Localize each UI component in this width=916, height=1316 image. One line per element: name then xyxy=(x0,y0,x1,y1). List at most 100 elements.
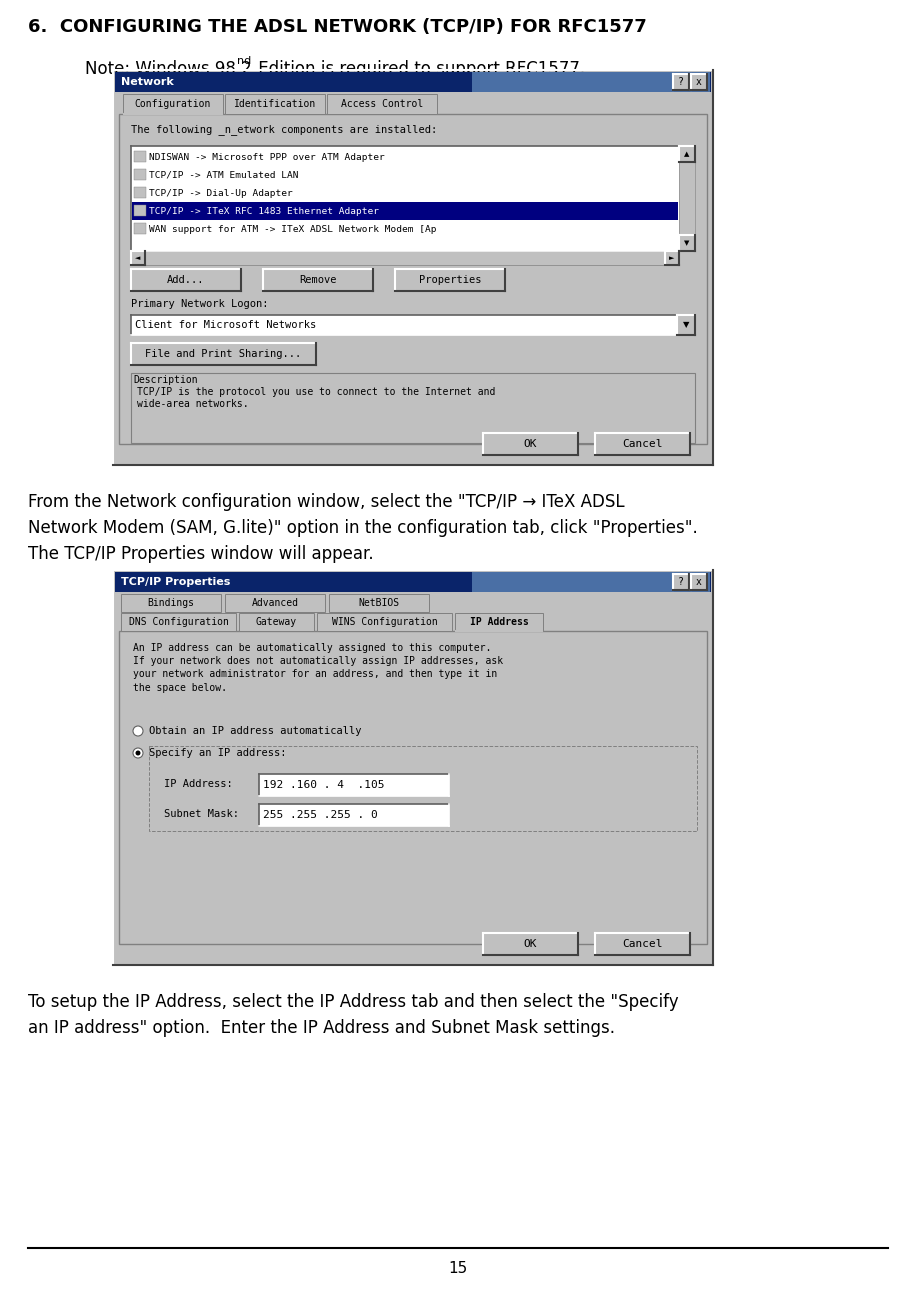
Bar xyxy=(239,613,314,630)
Bar xyxy=(113,570,713,965)
Text: DNS Configuration: DNS Configuration xyxy=(128,617,228,626)
Bar xyxy=(595,433,690,455)
Text: Properties: Properties xyxy=(419,275,481,286)
Bar xyxy=(472,572,710,592)
Bar xyxy=(263,268,373,291)
Text: Cancel: Cancel xyxy=(622,440,663,449)
Bar xyxy=(131,251,145,265)
Bar xyxy=(673,574,689,590)
Text: The following ̲n̲etwork components are installed:: The following ̲n̲etwork components are i… xyxy=(131,124,437,136)
Ellipse shape xyxy=(133,726,143,736)
Bar xyxy=(317,613,452,630)
Text: Edition is required to support RFC1577.: Edition is required to support RFC1577. xyxy=(253,61,585,78)
Text: Client for Microsoft Networks: Client for Microsoft Networks xyxy=(135,320,316,330)
Bar xyxy=(679,146,695,251)
Text: ▲: ▲ xyxy=(684,151,690,157)
Text: OK: OK xyxy=(524,440,538,449)
Text: TCP/IP is the protocol you use to connect to the Internet and
wide-area networks: TCP/IP is the protocol you use to connec… xyxy=(137,387,496,408)
Text: Network Modem (SAM, G.lite)" option in the configuration tab, click "Properties": Network Modem (SAM, G.lite)" option in t… xyxy=(28,519,698,537)
Text: Primary Network Logon:: Primary Network Logon: xyxy=(131,299,268,309)
Bar xyxy=(679,146,695,162)
Text: Network: Network xyxy=(121,78,174,87)
Bar xyxy=(119,114,707,443)
Text: x: x xyxy=(696,78,702,87)
Text: NDISWAN -> Microsoft PPP over ATM Adapter: NDISWAN -> Microsoft PPP over ATM Adapte… xyxy=(149,153,385,162)
Text: ▼: ▼ xyxy=(684,240,690,246)
Bar xyxy=(455,613,543,630)
Text: Add...: Add... xyxy=(168,275,205,286)
Bar xyxy=(113,70,713,465)
Text: 6.  CONFIGURING THE ADSL NETWORK (TCP/IP) FOR RFC1577: 6. CONFIGURING THE ADSL NETWORK (TCP/IP)… xyxy=(28,18,647,36)
Bar xyxy=(115,72,711,92)
Text: Identification: Identification xyxy=(234,99,316,109)
Bar xyxy=(691,574,707,590)
Bar xyxy=(129,640,697,715)
Text: Configuration: Configuration xyxy=(135,99,212,109)
Text: TCP/IP Properties: TCP/IP Properties xyxy=(121,576,231,587)
Bar xyxy=(121,613,236,630)
Bar xyxy=(327,93,437,114)
Bar xyxy=(134,151,146,162)
Text: 15: 15 xyxy=(448,1261,468,1277)
Bar xyxy=(225,93,325,114)
Text: IP Address: IP Address xyxy=(470,617,529,626)
Bar xyxy=(131,251,679,265)
Ellipse shape xyxy=(133,747,143,758)
Text: NetBIOS: NetBIOS xyxy=(358,597,399,608)
Bar xyxy=(595,933,690,955)
Text: TCP/IP -> ITeX RFC 1483 Ethernet Adapter: TCP/IP -> ITeX RFC 1483 Ethernet Adapter xyxy=(149,207,379,216)
Bar xyxy=(119,630,707,944)
Bar xyxy=(673,74,689,89)
Text: nd: nd xyxy=(237,57,251,66)
Bar xyxy=(131,315,695,336)
Text: An IP address can be automatically assigned to this computer.
If your network do: An IP address can be automatically assig… xyxy=(133,644,503,692)
Bar xyxy=(134,168,146,180)
Bar xyxy=(225,594,325,612)
Bar xyxy=(665,251,679,265)
Text: Access Control: Access Control xyxy=(341,99,423,109)
Bar xyxy=(132,201,678,220)
Bar xyxy=(472,72,710,92)
Text: To setup the IP Address, select the IP Address tab and then select the "Specify: To setup the IP Address, select the IP A… xyxy=(28,994,679,1011)
Text: an IP address" option.  Enter the IP Address and Subnet Mask settings.: an IP address" option. Enter the IP Addr… xyxy=(28,1019,615,1037)
Bar xyxy=(329,594,429,612)
Text: Cancel: Cancel xyxy=(622,940,663,949)
Bar xyxy=(134,205,146,216)
Bar xyxy=(679,236,695,251)
Bar xyxy=(483,433,578,455)
Text: File and Print Sharing...: File and Print Sharing... xyxy=(146,349,301,359)
Text: Note: Windows 98 2: Note: Windows 98 2 xyxy=(85,61,252,78)
Text: Obtain an IP address automatically: Obtain an IP address automatically xyxy=(149,726,362,736)
Ellipse shape xyxy=(136,750,140,755)
Bar xyxy=(483,933,578,955)
Text: ◄: ◄ xyxy=(136,255,141,261)
Bar xyxy=(131,146,695,251)
Text: 192 .160 . 4  .105: 192 .160 . 4 .105 xyxy=(263,780,385,790)
Text: TCP/IP -> ATM Emulated LAN: TCP/IP -> ATM Emulated LAN xyxy=(149,171,299,179)
Bar xyxy=(131,372,695,443)
Bar xyxy=(123,93,223,114)
Text: WINS Configuration: WINS Configuration xyxy=(332,617,437,626)
Bar xyxy=(149,746,697,830)
Text: ?: ? xyxy=(678,78,684,87)
Bar xyxy=(259,804,449,826)
Text: The TCP/IP Properties window will appear.: The TCP/IP Properties window will appear… xyxy=(28,545,374,563)
Bar xyxy=(134,187,146,197)
Text: Bindings: Bindings xyxy=(147,597,194,608)
Text: From the Network configuration window, select the "TCP/IP → ITeX ADSL: From the Network configuration window, s… xyxy=(28,494,625,511)
Text: Subnet Mask:: Subnet Mask: xyxy=(164,809,239,819)
Bar xyxy=(115,572,711,592)
Text: ►: ► xyxy=(670,255,675,261)
Bar xyxy=(259,774,449,796)
Text: OK: OK xyxy=(524,940,538,949)
Text: IP Address:: IP Address: xyxy=(164,779,233,790)
Text: Gateway: Gateway xyxy=(256,617,297,626)
Bar xyxy=(134,222,146,234)
Text: Specify an IP address:: Specify an IP address: xyxy=(149,747,287,758)
Text: Description: Description xyxy=(133,375,198,386)
Bar xyxy=(131,343,316,365)
Text: 255 .255 .255 . 0: 255 .255 .255 . 0 xyxy=(263,811,377,820)
Bar xyxy=(691,74,707,89)
Text: ▼: ▼ xyxy=(682,321,689,329)
Bar xyxy=(677,315,695,336)
